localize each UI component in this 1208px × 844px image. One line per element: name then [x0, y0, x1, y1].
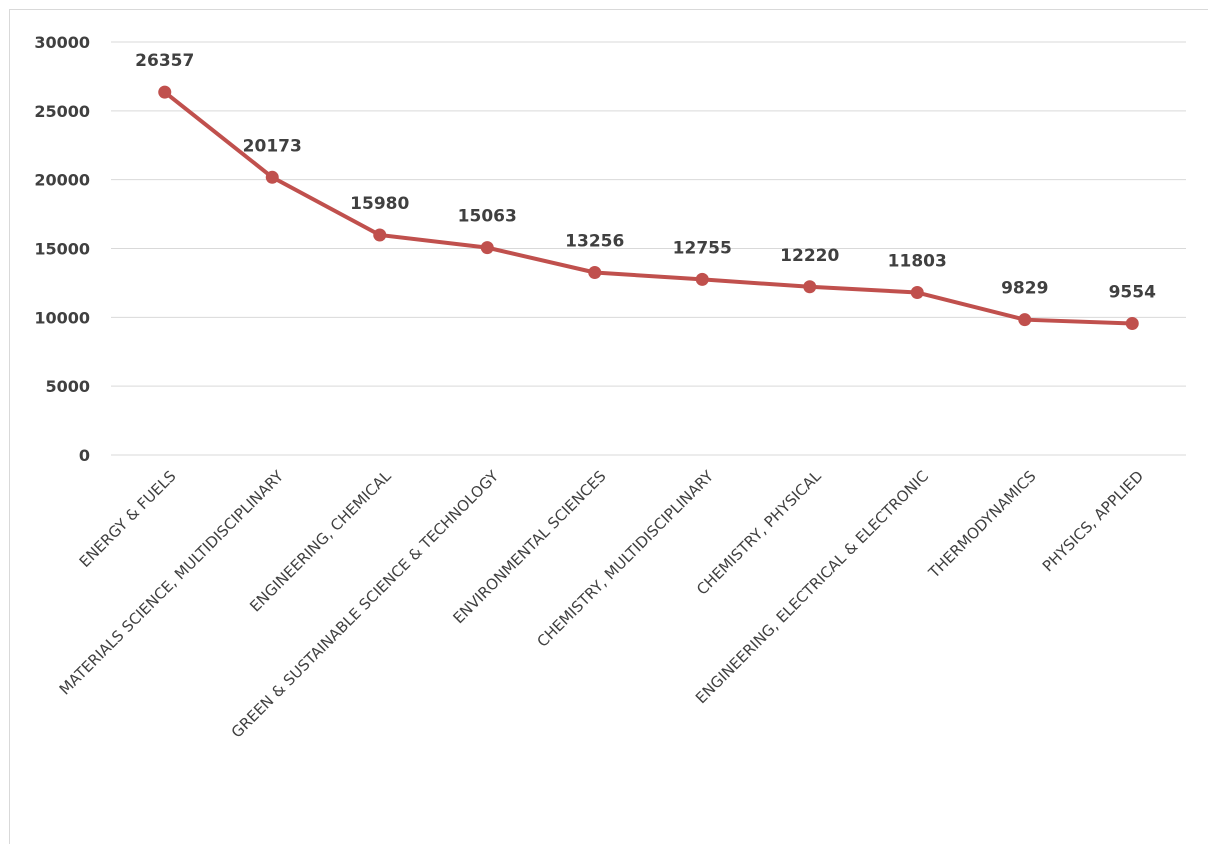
data-label: 15980	[350, 194, 409, 214]
x-tick-label: CHEMISTRY, PHYSICAL	[693, 467, 825, 599]
y-axis-tick-labels: 0 5000 10000 15000 20000 25000 30000	[34, 33, 90, 465]
data-point	[910, 286, 924, 300]
gridlines	[111, 41, 1186, 456]
data-point	[158, 85, 172, 99]
x-tick-label: THERMODYNAMICS	[924, 467, 1039, 582]
data-point	[265, 170, 279, 184]
y-tick-label: 10000	[34, 308, 90, 327]
data-point	[480, 241, 494, 255]
data-label: 20173	[243, 136, 302, 156]
data-point	[373, 228, 387, 242]
series-line-group	[162, 90, 1135, 326]
data-label: 9829	[1001, 279, 1048, 299]
data-label: 15063	[458, 207, 517, 227]
x-tick-label: MATERIALS SCIENCE, MULTIDISCIPLINARY	[56, 467, 288, 699]
y-tick-label: 25000	[34, 102, 90, 121]
data-label: 9554	[1109, 282, 1156, 302]
data-label: 13256	[565, 232, 624, 252]
data-point	[1018, 313, 1032, 327]
data-labels: 26357 20173 15980 15063 13256 12755 12220 11803…	[135, 51, 1156, 302]
y-tick-label: 20000	[34, 171, 90, 190]
x-tick-label: PHYSICS, APPLIED	[1039, 467, 1147, 575]
x-tick-label: ENGINEERING, ELECTRICAL & ELECTRONIC	[692, 467, 932, 707]
data-label: 12220	[780, 246, 839, 266]
chart-frame	[9, 9, 1208, 844]
y-tick-label: 15000	[34, 240, 90, 259]
data-label: 12755	[673, 238, 732, 258]
data-point	[803, 280, 817, 294]
y-tick-label: 30000	[34, 33, 90, 52]
data-label: 26357	[135, 51, 194, 71]
x-tick-label: CHEMISTRY, MULTIDISCIPLINARY	[534, 467, 718, 651]
y-tick-label: 0	[79, 446, 90, 465]
data-point	[695, 272, 709, 286]
data-point	[1125, 316, 1139, 330]
data-label: 11803	[888, 252, 947, 272]
data-point	[588, 266, 602, 280]
y-tick-label: 5000	[45, 377, 90, 396]
series-line	[162, 90, 1135, 326]
x-tick-label: ENERGY & FUELS	[76, 467, 180, 571]
data-points	[158, 85, 1139, 330]
